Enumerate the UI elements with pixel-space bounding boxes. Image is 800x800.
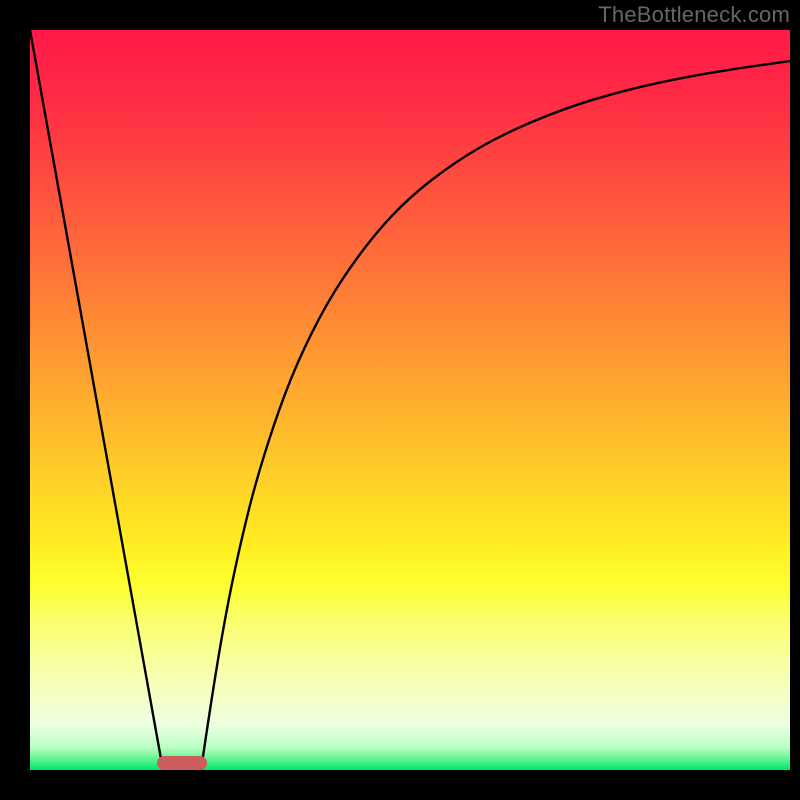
bottom-marker [157, 756, 207, 770]
watermark-text: TheBottleneck.com [598, 2, 790, 28]
right-curve [201, 61, 790, 770]
chart-container: TheBottleneck.com [0, 0, 800, 800]
plot-area [30, 30, 790, 770]
left-line [30, 30, 163, 770]
curve-overlay [30, 30, 790, 770]
